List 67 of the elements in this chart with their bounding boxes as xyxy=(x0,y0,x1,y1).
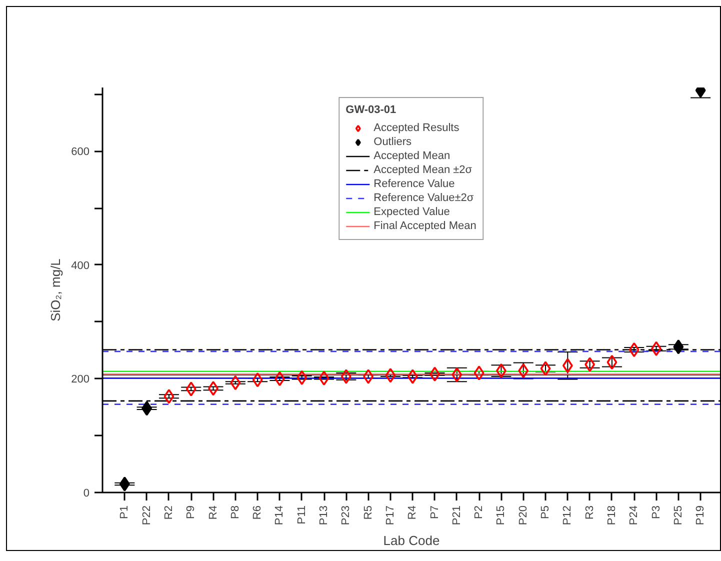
point xyxy=(518,363,529,378)
point xyxy=(651,341,662,356)
legend-label: Accepted Mean ±2σ xyxy=(374,163,472,177)
x-tick-label: P12 xyxy=(562,505,574,526)
x-tick-label: R6 xyxy=(252,506,264,520)
x-tick-label: P9 xyxy=(185,505,198,519)
x-tick-label: P24 xyxy=(628,505,640,526)
point xyxy=(474,366,484,380)
legend-label: Reference Value xyxy=(374,177,455,191)
point xyxy=(252,372,263,388)
y-tick-label: 200 xyxy=(71,374,90,386)
point xyxy=(208,381,218,396)
x-tick-label: P19 xyxy=(694,505,707,526)
x-tick-label: P25 xyxy=(672,505,684,526)
x-tick-label: P13 xyxy=(318,505,330,526)
point xyxy=(230,375,241,390)
legend-label: Outliers xyxy=(374,135,412,149)
x-tick-label: P21 xyxy=(450,505,463,526)
x-tick-label: R3 xyxy=(584,506,596,520)
x-tick-label: P8 xyxy=(229,505,242,519)
x-tick-label: P17 xyxy=(384,505,396,526)
x-tick-label: P20 xyxy=(517,505,530,526)
point xyxy=(164,388,174,404)
y-tick-label: 400 xyxy=(71,260,90,272)
x-axis-title: Lab Code xyxy=(383,533,440,548)
legend-label: Accepted Results xyxy=(374,121,460,135)
point xyxy=(186,382,196,396)
point xyxy=(562,358,573,374)
point xyxy=(340,369,352,384)
legend-label: Reference Value±2σ xyxy=(374,191,474,205)
point xyxy=(142,400,152,416)
x-tick-label: P5 xyxy=(540,505,552,519)
point xyxy=(407,369,418,384)
point xyxy=(385,368,396,383)
point xyxy=(363,369,374,384)
x-tick-label: P11 xyxy=(296,505,308,524)
point xyxy=(296,370,308,385)
x-tick-label: R5 xyxy=(362,506,374,520)
legend-label: Final Accepted Mean xyxy=(374,219,476,233)
y-tick-label: 600 xyxy=(71,146,90,158)
point xyxy=(318,370,330,386)
legend-title: GW-03-01 xyxy=(346,104,398,116)
point xyxy=(673,339,684,354)
point xyxy=(119,476,130,492)
point xyxy=(584,357,596,372)
point xyxy=(606,354,618,370)
y-axis-title: SiO₂, mg/L xyxy=(48,258,64,322)
x-tick-label: P1 xyxy=(118,505,131,519)
x-tick-label: P14 xyxy=(274,505,286,526)
point xyxy=(540,361,551,376)
x-tick-label: R2 xyxy=(162,506,175,520)
x-tick-label: P7 xyxy=(428,505,441,519)
x-tick-label: R4 xyxy=(406,506,419,520)
x-tick-label: P22 xyxy=(140,505,153,526)
point xyxy=(496,363,506,378)
x-tick-label: P15 xyxy=(495,505,508,526)
x-tick-label: P23 xyxy=(340,505,352,526)
x-tick-label: P18 xyxy=(606,505,618,526)
x-tick-label: R4 xyxy=(207,506,220,520)
point xyxy=(452,367,462,382)
legend-label: Accepted Mean xyxy=(374,149,450,163)
point xyxy=(274,371,285,386)
point xyxy=(628,342,640,358)
y-tick-label: 0 xyxy=(83,488,90,500)
x-tick-label: P3 xyxy=(650,505,662,519)
x-tick-label: P2 xyxy=(473,505,486,519)
legend-label: Expected Value xyxy=(374,205,450,219)
